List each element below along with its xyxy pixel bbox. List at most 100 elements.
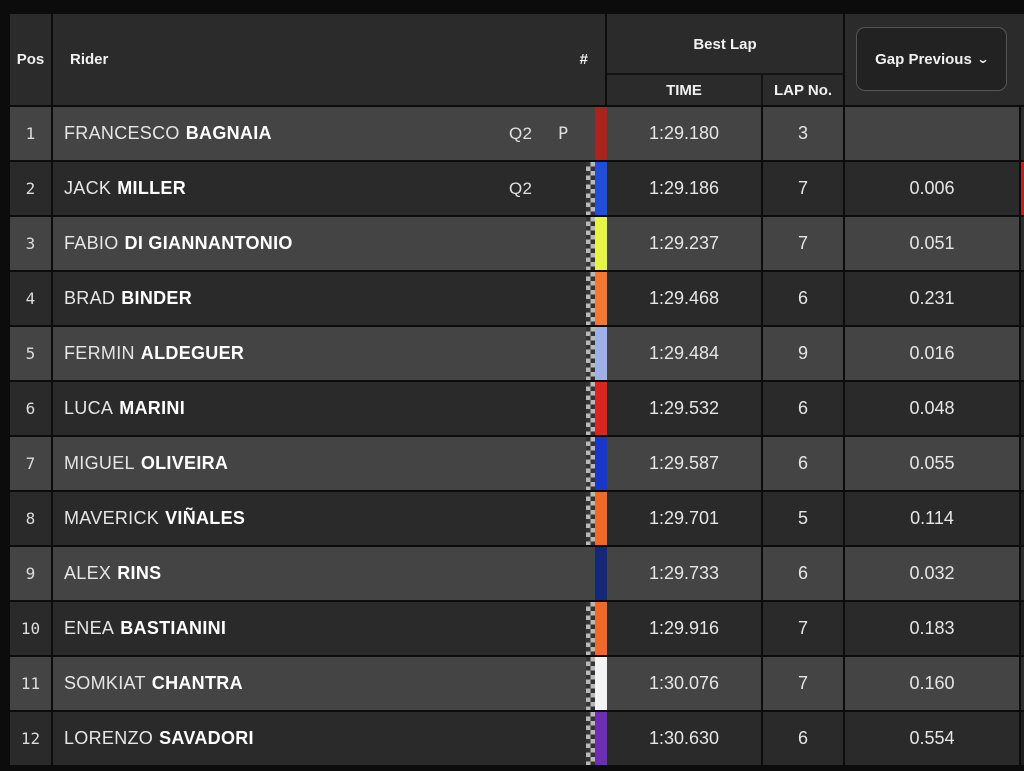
rider-first-name: JACK (64, 178, 112, 198)
best-lap-number: 7 (763, 657, 843, 710)
gap-previous-dropdown[interactable]: Gap Previous ⌄ (856, 27, 1007, 91)
rider-first-name: LORENZO (64, 728, 154, 748)
best-lap-time: 1:29.186 (607, 162, 761, 215)
position-cell: 11 (10, 657, 51, 710)
position-cell: 12 (10, 712, 51, 765)
checkered-flag-icon (586, 437, 595, 490)
rider-first-name: FERMIN (64, 343, 135, 363)
header-best-lap-label: Best Lap (693, 36, 757, 53)
best-lap-number: 6 (763, 382, 843, 435)
checkered-flag-icon (586, 492, 595, 545)
best-lap-time: 1:30.630 (607, 712, 761, 765)
row-edge-marker (1021, 107, 1024, 160)
rider-first-name: LUCA (64, 398, 114, 418)
rider-first-name: ENEA (64, 618, 115, 638)
row-edge-marker (1021, 217, 1024, 270)
rider-cell[interactable]: JACKMILLERQ243 (53, 162, 648, 215)
position-cell: 6 (10, 382, 51, 435)
rider-last-name: SAVADORI (159, 728, 254, 748)
best-lap-number: 6 (763, 437, 843, 490)
header-lap-no-label: LAP No. (773, 81, 833, 99)
rider-cell[interactable]: LUCAMARINI10 (53, 382, 648, 435)
rider-last-name: OLIVEIRA (140, 453, 229, 473)
gap-previous-value: 0.114 (845, 492, 1019, 545)
gap-previous-value: 0.006 (845, 162, 1019, 215)
row-edge-marker (1021, 162, 1024, 215)
gap-previous-value: 0.032 (845, 547, 1019, 600)
best-lap-time: 1:29.916 (607, 602, 761, 655)
position-cell: 2 (10, 162, 51, 215)
rider-first-name: BRAD (64, 288, 116, 308)
position-cell: 5 (10, 327, 51, 380)
rider-last-name: MILLER (117, 178, 187, 198)
header-gap: Gap Previous ⌄ (845, 14, 1024, 105)
row-edge-marker (1021, 382, 1024, 435)
gap-previous-value: 0.051 (845, 217, 1019, 270)
row-edge-marker (1021, 272, 1024, 325)
best-lap-time: 1:29.237 (607, 217, 761, 270)
q2-tag: Q2 (509, 123, 533, 143)
rider-last-name: CHANTRA (151, 673, 243, 693)
rider-cell[interactable]: FERMINALDEGUER54 (53, 327, 648, 380)
rider-cell[interactable]: ENEABASTIANINI23 (53, 602, 648, 655)
best-lap-time: 1:29.484 (607, 327, 761, 380)
header-pos: Pos (10, 14, 51, 105)
rider-cell[interactable]: MAVERICKVIÑALES12 (53, 492, 648, 545)
row-edge-marker (1021, 657, 1024, 710)
rider-cell[interactable]: ALEXRINS42 (53, 547, 648, 600)
best-lap-number: 7 (763, 217, 843, 270)
rider-cell[interactable]: SOMKIATCHANTRA35 (53, 657, 648, 710)
rider-cell[interactable]: LORENZOSAVADORI32 (53, 712, 648, 765)
header-rider-label: Rider (70, 51, 109, 68)
best-lap-number: 6 (763, 712, 843, 765)
position-cell: 8 (10, 492, 51, 545)
position-cell: 9 (10, 547, 51, 600)
gap-previous-value: 0.016 (845, 327, 1019, 380)
row-edge-marker (1021, 712, 1024, 765)
position-cell: 4 (10, 272, 51, 325)
checkered-flag-icon (586, 657, 595, 710)
rider-last-name: ALDEGUER (140, 343, 245, 363)
row-edge-marker (1021, 437, 1024, 490)
row-edge-marker (1021, 327, 1024, 380)
checkered-flag-icon (586, 162, 595, 215)
gap-previous-value: 0.048 (845, 382, 1019, 435)
checkered-flag-icon (586, 602, 595, 655)
rider-first-name: SOMKIAT (64, 673, 146, 693)
checkered-flag-icon (586, 272, 595, 325)
header-time-label: TIME (666, 81, 702, 99)
rider-last-name: RINS (117, 563, 162, 583)
rider-first-name: FRANCESCO (64, 123, 180, 143)
header-best-lap: Best Lap TIME LAP No. (607, 14, 843, 105)
rider-first-name: MAVERICK (64, 508, 160, 528)
best-lap-time: 1:29.532 (607, 382, 761, 435)
rider-cell[interactable]: BRADBINDER33 (53, 272, 648, 325)
rider-cell[interactable]: MIGUELOLIVEIRA88 (53, 437, 648, 490)
rider-last-name: MARINI (119, 398, 186, 418)
best-lap-time: 1:30.076 (607, 657, 761, 710)
rider-first-name: ALEX (64, 563, 112, 583)
best-lap-time: 1:29.733 (607, 547, 761, 600)
chevron-down-icon: ⌄ (976, 52, 990, 66)
best-lap-number: 7 (763, 602, 843, 655)
rider-cell[interactable]: FRANCESCOBAGNAIAQ2P63 (53, 107, 648, 160)
gap-previous-value: 0.231 (845, 272, 1019, 325)
checkered-flag-icon (586, 217, 595, 270)
header-divider (607, 73, 843, 75)
row-edge-marker (1021, 492, 1024, 545)
gap-previous-label: Gap Previous (875, 50, 972, 68)
header-divider (761, 75, 763, 105)
